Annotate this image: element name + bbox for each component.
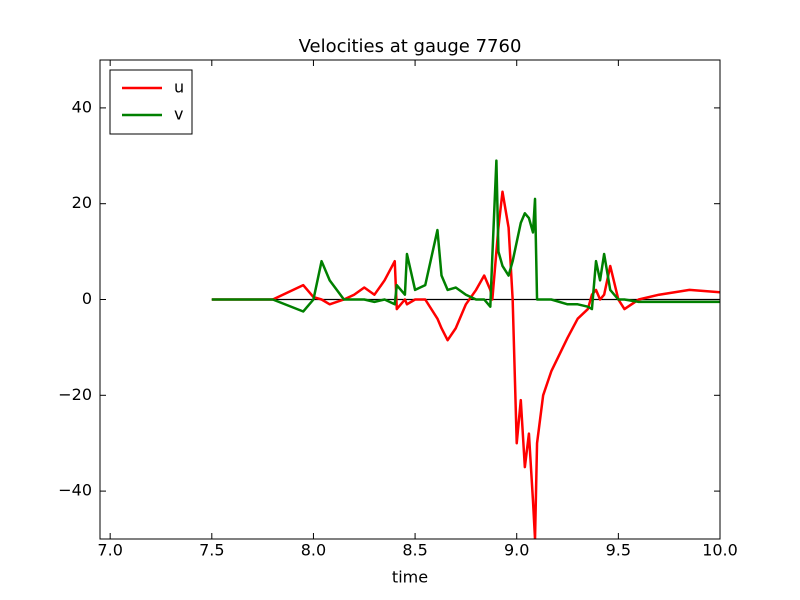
chart-title: Velocities at gauge 7760: [299, 36, 522, 57]
y-tick-label: 0: [82, 289, 92, 308]
y-tick-label: −20: [58, 385, 92, 404]
legend-box: [109, 69, 193, 135]
x-tick-label: 9.0: [504, 541, 529, 560]
x-tick-label: 7.5: [199, 541, 224, 560]
y-tick-label: 40: [72, 97, 92, 116]
y-tick-label: −40: [58, 481, 92, 500]
x-axis-label: time: [392, 568, 428, 587]
x-tick-label: 10.0: [702, 541, 738, 560]
plot-frame: [99, 59, 721, 540]
x-tick-label: 7.0: [97, 541, 122, 560]
x-tick-label: 8.5: [402, 541, 427, 560]
legend-label: v: [174, 105, 183, 124]
legend-label: u: [174, 78, 184, 97]
series-line: [211, 190, 720, 539]
x-tick-label: 8.0: [301, 541, 326, 560]
series-line: [211, 159, 720, 313]
y-tick-label: 20: [72, 193, 92, 212]
x-tick-label: 9.5: [606, 541, 631, 560]
